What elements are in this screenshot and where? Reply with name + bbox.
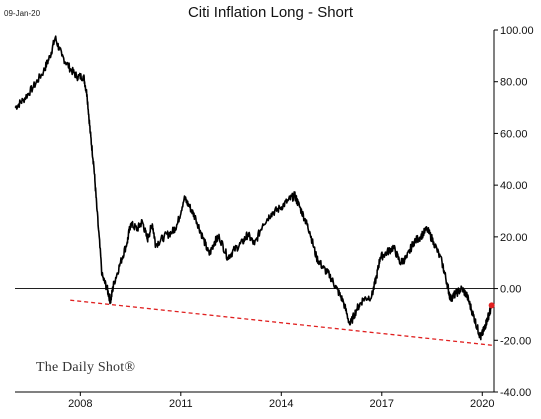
y-tick-label: -40.00	[500, 387, 531, 399]
watermark-logo: The Daily Shot®	[36, 360, 136, 375]
chart-title: Citi Inflation Long - Short	[187, 4, 354, 21]
x-tick-label: 2014	[269, 398, 293, 410]
y-tick-label: 80.00	[500, 77, 528, 89]
last-value-point	[488, 302, 495, 309]
y-tick-label: 60.00	[500, 128, 528, 140]
date-stamp: 09-Jan-20	[4, 9, 41, 18]
x-tick-label: 2020	[470, 398, 494, 410]
trendline	[70, 299, 495, 347]
y-tick-label: 20.00	[500, 232, 528, 244]
y-tick-label: 100.00	[500, 25, 534, 37]
x-tick-label: 2017	[370, 398, 394, 410]
y-tick-label: 40.00	[500, 180, 528, 192]
y-tick-label: 0.00	[500, 284, 521, 296]
y-tick-label: -20.00	[500, 335, 531, 347]
x-tick-label: 2008	[68, 398, 92, 410]
x-tick-label: 2011	[169, 398, 193, 410]
series-line	[14, 35, 493, 341]
